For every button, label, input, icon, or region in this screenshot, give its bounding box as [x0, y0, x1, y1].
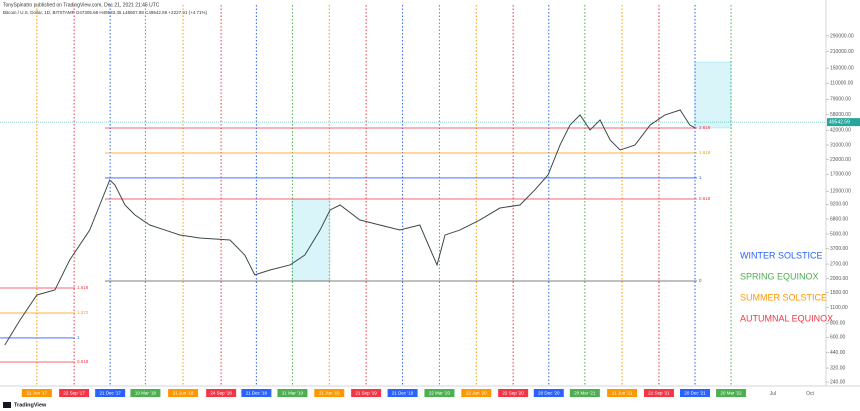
y-tick-label: 23000.00: [830, 157, 851, 163]
y-tick-label: 290000.00: [830, 33, 854, 39]
y-tick-label: 2700.00: [830, 261, 848, 267]
x-tick-label: 22 Sep '17: [63, 391, 85, 396]
fib-level-label: 1.272: [77, 310, 89, 315]
x-tick-label: Oct: [806, 391, 814, 397]
event-label-box: [351, 389, 382, 397]
x-tick-label: 19 Mar '18: [135, 391, 157, 396]
y-tick-label: 320.00: [830, 365, 846, 371]
x-tick-label: 21 Jun '19: [319, 391, 340, 396]
x-tick-label: 20 Dec '21: [684, 391, 706, 396]
y-tick-label: 800.00: [830, 321, 846, 327]
last-price-label: 49542.59: [829, 119, 850, 125]
event-label-box: [21, 389, 52, 397]
y-tick-label: 440.00: [830, 350, 846, 356]
event-label-box: [206, 389, 237, 397]
event-label-box: [424, 389, 455, 397]
fib-level-label: 1: [699, 175, 702, 180]
target-zone: [291, 198, 331, 282]
footer-brand: TradingView: [14, 402, 47, 408]
x-tick-label: 20 Mar '21: [574, 391, 596, 396]
y-tick-label: 79000.00: [830, 97, 851, 103]
event-label-box: [569, 389, 600, 397]
y-tick-label: 12000.00: [830, 189, 851, 195]
last-price-box: [827, 118, 860, 127]
x-tick-label: Jul: [770, 391, 776, 397]
y-tick-label: 2000.00: [830, 276, 848, 282]
fib-level-label: 1: [77, 335, 80, 340]
legend-entry: AUTUMNAL EQUINOX: [740, 313, 833, 323]
event-label-box: [314, 389, 345, 397]
x-tick-label: 21 Jun '21: [612, 391, 633, 396]
footer-logo: [3, 402, 11, 408]
event-label-box: [277, 389, 308, 397]
event-label-box: [95, 389, 126, 397]
y-tick-label: 31000.00: [830, 142, 851, 148]
x-tick-label: 21 Sep '21: [648, 391, 670, 396]
x-tick-label: 21 Jun '18: [173, 391, 194, 396]
y-tick-label: 210000.00: [830, 49, 854, 55]
x-tick-label: 20 Mar '22: [720, 391, 742, 396]
event-label-box: [461, 389, 492, 397]
x-tick-label: 21 Sep '19: [355, 391, 377, 396]
x-tick-label: 22 Sep '20: [502, 391, 524, 396]
price-line: [4, 109, 696, 346]
y-tick-label: 240.00: [830, 379, 846, 385]
y-tick-label: 42000.00: [830, 128, 851, 134]
y-tick-label: 1500.00: [830, 290, 848, 296]
y-tick-label: 150000.00: [830, 65, 854, 71]
fib-level-label: 2.618: [699, 125, 711, 130]
fib-level-label: 0: [699, 278, 702, 283]
x-tick-label: 20 Dec '20: [538, 391, 560, 396]
x-tick-label: 21 Jun '17: [27, 391, 48, 396]
fib-level-label: 0.618: [77, 359, 89, 364]
event-label-box: [498, 389, 529, 397]
x-tick-label: 24 Sep '18: [210, 391, 232, 396]
y-tick-label: 9200.00: [830, 202, 848, 208]
fib-level-label: 1.618: [77, 285, 89, 290]
y-tick-label: 6800.00: [830, 216, 848, 222]
x-tick-label: 21 Dec '17: [99, 391, 121, 396]
event-label-box: [643, 389, 674, 397]
x-tick-label: 21 Dec '18: [246, 391, 268, 396]
y-tick-label: 58000.00: [830, 112, 851, 118]
x-tick-label: 22 Mar '20: [429, 391, 451, 396]
y-tick-label: 17000.00: [830, 172, 851, 178]
y-tick-label: 600.00: [830, 335, 846, 341]
fib-level-label: 1.618: [699, 150, 711, 155]
y-tick-label: 1100.00: [830, 305, 848, 311]
x-tick-label: 22 Jun '20: [466, 391, 487, 396]
symbol-line: Bitcoin / U.S. Dollar, 1D, BITSTAMP O473…: [3, 10, 207, 15]
x-tick-label: 21 Dec '19: [392, 391, 414, 396]
x-tick-label: 21 Mar '19: [282, 391, 304, 396]
event-label-box: [241, 389, 272, 397]
event-label-box: [130, 389, 161, 397]
event-label-box: [533, 389, 564, 397]
event-label-box: [607, 389, 638, 397]
event-label-box: [387, 389, 418, 397]
y-tick-label: 5000.00: [830, 231, 848, 237]
target-zone: [694, 61, 732, 129]
legend-entry: SUMMER SOLSTICE: [740, 292, 827, 302]
y-tick-label: 110000.00: [830, 81, 853, 87]
author-line: TonySpinatro published on TradingView.co…: [3, 2, 160, 8]
event-label-box: [716, 389, 747, 397]
legend-entry: SPRING EQUINOX: [740, 271, 819, 281]
event-label-box: [168, 389, 199, 397]
y-tick-label: 3700.00: [830, 246, 848, 252]
legend-entry: WINTER SOLSTICE: [740, 250, 823, 260]
fib-level-label: 0.618: [699, 196, 711, 201]
event-label-box: [59, 389, 90, 397]
event-label-box: [680, 389, 711, 397]
